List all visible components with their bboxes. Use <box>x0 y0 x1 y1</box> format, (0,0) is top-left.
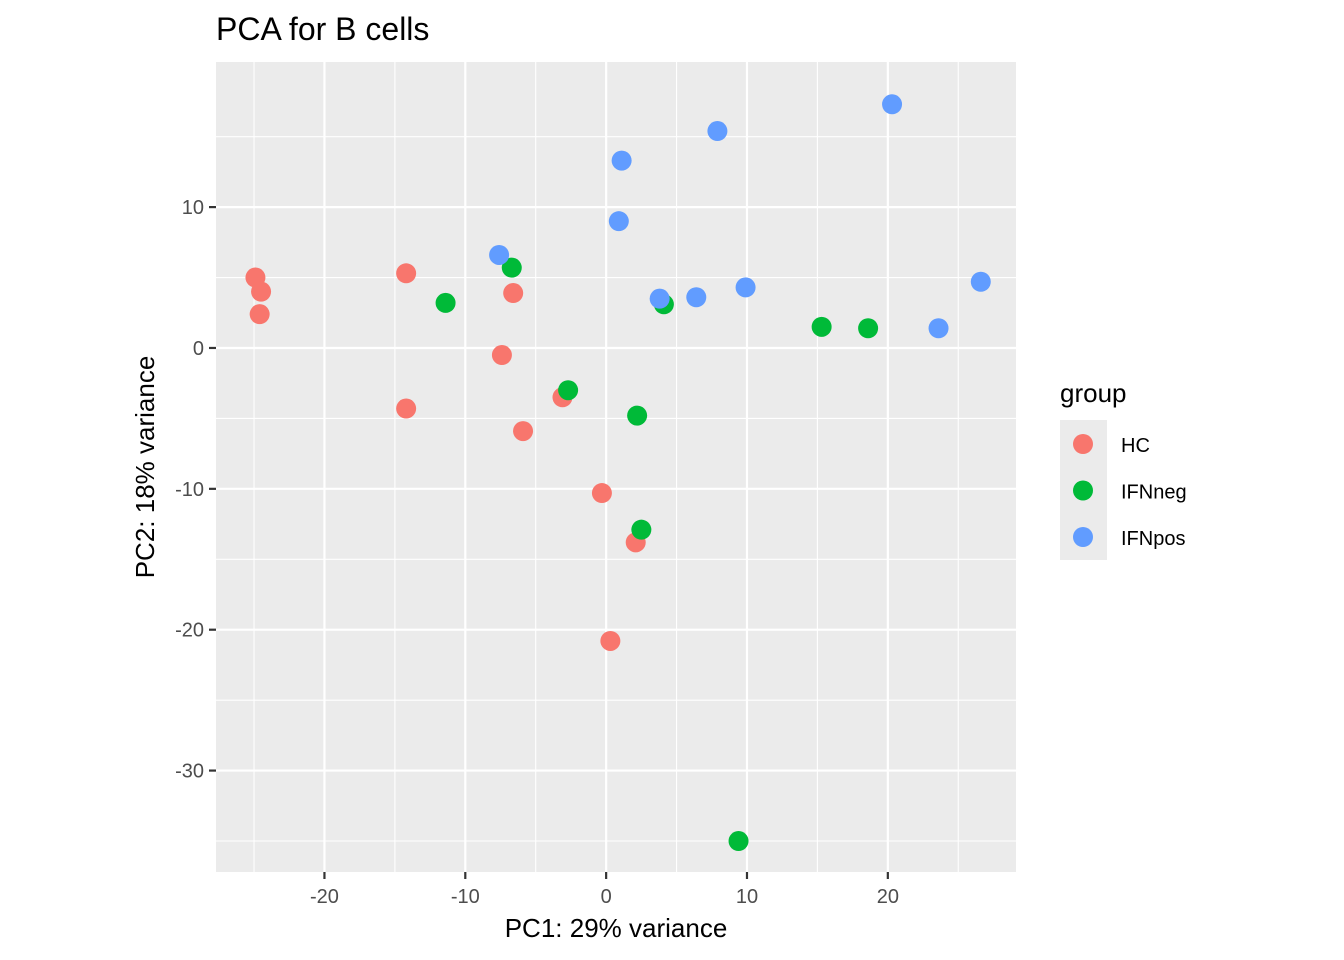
x-tick-label: 20 <box>877 886 899 908</box>
point-hc <box>396 398 417 419</box>
legend-title: group <box>1060 378 1127 408</box>
point-ifnpos <box>611 150 632 171</box>
point-hc <box>396 263 417 284</box>
x-tick-label: 0 <box>601 886 612 908</box>
point-ifnneg <box>858 318 879 339</box>
point-ifnpos <box>707 121 728 142</box>
point-hc <box>249 304 270 325</box>
y-axis-title: PC2: 18% variance <box>130 356 160 579</box>
chart-title: PCA for B cells <box>216 11 429 47</box>
x-axis: -20 -10 0 10 20 <box>310 872 899 908</box>
point-ifnpos <box>970 271 991 292</box>
minor-gridlines <box>216 62 1016 872</box>
point-ifnneg <box>627 405 648 426</box>
x-tick-label: 10 <box>736 886 758 908</box>
point-ifnpos <box>735 277 756 298</box>
y-tick-label: -20 <box>175 620 204 642</box>
point-ifnneg <box>728 831 749 852</box>
point-ifnneg <box>811 316 832 337</box>
legend-key-ifnneg <box>1073 480 1093 501</box>
point-hc <box>251 281 272 302</box>
point-ifnneg <box>631 519 652 540</box>
point-ifnpos <box>608 211 629 232</box>
point-ifnpos <box>649 288 670 309</box>
y-tick-label: 10 <box>182 197 204 219</box>
y-tick-label: 0 <box>193 338 204 360</box>
point-hc <box>491 345 512 366</box>
x-tick-label: -10 <box>451 886 480 908</box>
legend: group HC IFNneg IFNpos <box>1060 378 1187 560</box>
x-axis-title: PC1: 29% variance <box>505 913 728 943</box>
point-hc <box>503 283 524 304</box>
point-ifnpos <box>928 318 949 339</box>
legend-label-ifnneg: IFNneg <box>1121 482 1187 504</box>
legend-label-ifnpos: IFNpos <box>1121 528 1185 550</box>
point-hc <box>600 630 621 651</box>
x-tick-label: -20 <box>310 886 339 908</box>
plot-panel <box>216 62 1016 872</box>
point-hc <box>513 421 534 442</box>
point-ifnpos <box>882 94 903 115</box>
legend-label-hc: HC <box>1121 435 1150 457</box>
data-points <box>245 94 991 852</box>
legend-key-ifnpos <box>1073 527 1093 547</box>
y-tick-label: -30 <box>175 761 204 783</box>
point-ifnpos <box>686 287 707 308</box>
y-tick-label: -10 <box>175 479 204 501</box>
point-ifnpos <box>489 244 510 265</box>
legend-key-hc <box>1073 434 1093 454</box>
major-gridlines <box>216 62 1016 872</box>
y-axis: -30 -20 -10 0 10 <box>175 197 216 783</box>
point-hc <box>591 483 612 504</box>
point-ifnneg <box>435 292 456 313</box>
point-ifnneg <box>501 257 522 278</box>
point-ifnneg <box>558 380 579 401</box>
